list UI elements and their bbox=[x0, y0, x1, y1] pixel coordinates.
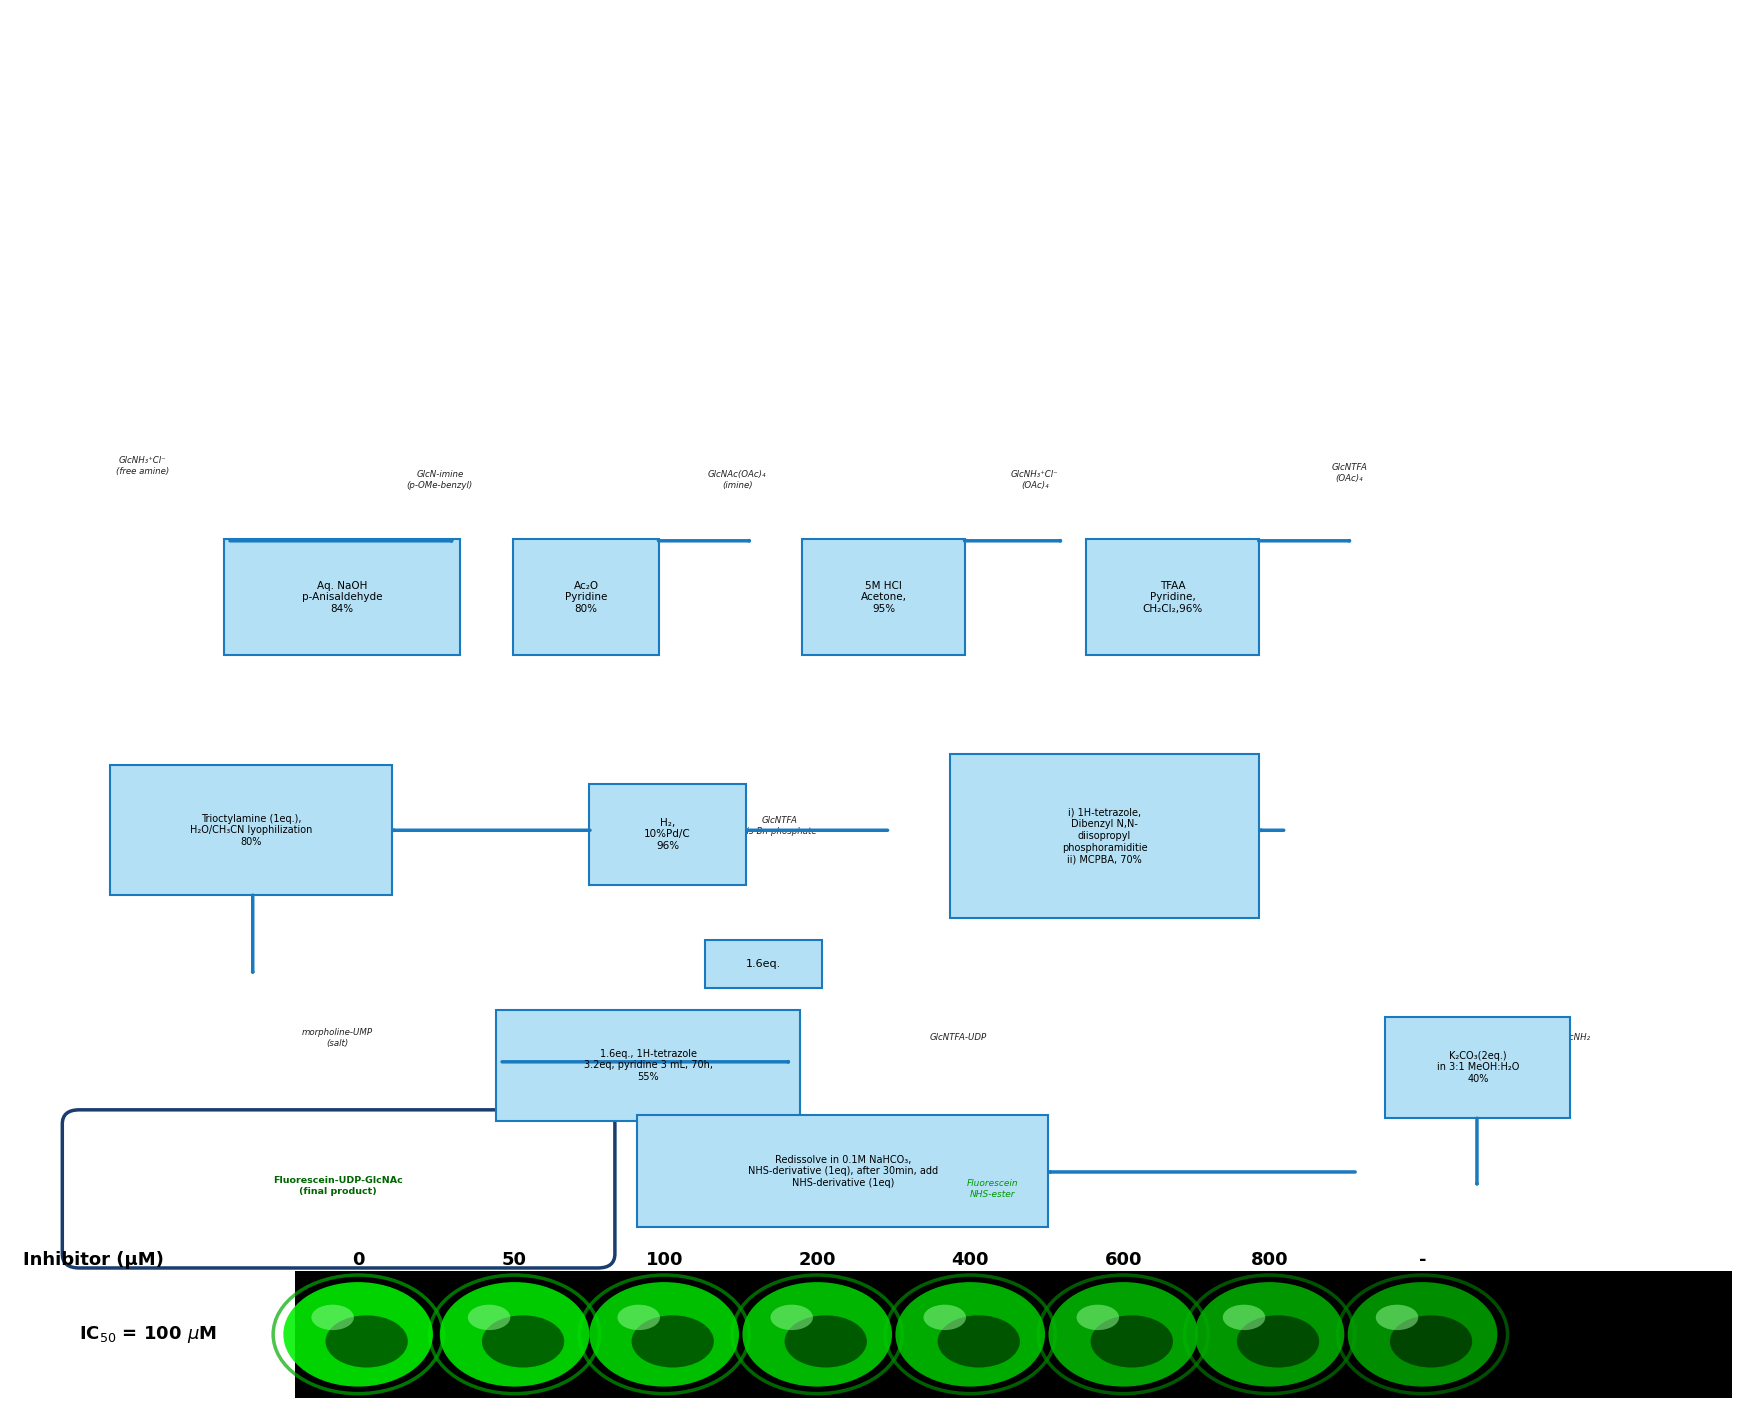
FancyBboxPatch shape bbox=[110, 765, 392, 895]
Ellipse shape bbox=[482, 1316, 565, 1367]
Text: 0: 0 bbox=[351, 1251, 364, 1268]
Ellipse shape bbox=[771, 1305, 813, 1330]
FancyBboxPatch shape bbox=[704, 940, 822, 988]
Ellipse shape bbox=[741, 1282, 891, 1387]
Ellipse shape bbox=[1091, 1316, 1173, 1367]
Ellipse shape bbox=[937, 1316, 1019, 1367]
Text: -: - bbox=[1418, 1251, 1425, 1268]
Text: TFAA
Pyridine,
CH₂Cl₂,96%: TFAA Pyridine, CH₂Cl₂,96% bbox=[1141, 580, 1203, 614]
Ellipse shape bbox=[311, 1305, 353, 1330]
Ellipse shape bbox=[1236, 1316, 1318, 1367]
FancyBboxPatch shape bbox=[589, 784, 745, 885]
Text: Aq. NaOH
p-Anisaldehyde
84%: Aq. NaOH p-Anisaldehyde 84% bbox=[302, 580, 383, 614]
Ellipse shape bbox=[1222, 1305, 1264, 1330]
Ellipse shape bbox=[283, 1282, 434, 1387]
Text: 600: 600 bbox=[1105, 1251, 1141, 1268]
Ellipse shape bbox=[1047, 1282, 1197, 1387]
Ellipse shape bbox=[1194, 1282, 1344, 1387]
FancyBboxPatch shape bbox=[224, 539, 460, 655]
Text: 100: 100 bbox=[645, 1251, 682, 1268]
Ellipse shape bbox=[467, 1305, 510, 1330]
FancyBboxPatch shape bbox=[636, 1115, 1047, 1227]
Ellipse shape bbox=[617, 1305, 659, 1330]
Text: Trioctylamine (1eq.),
H₂O/CH₃CN lyophilization
80%: Trioctylamine (1eq.), H₂O/CH₃CN lyophili… bbox=[191, 813, 313, 847]
Text: i) 1H-tetrazole,
Dibenzyl N,N-
diisopropyl
phosphoramiditie
ii) MCPBA, 70%: i) 1H-tetrazole, Dibenzyl N,N- diisoprop… bbox=[1061, 808, 1147, 864]
Ellipse shape bbox=[1348, 1282, 1496, 1387]
Text: GlcNH₃⁺Cl⁻
(OAc)₄: GlcNH₃⁺Cl⁻ (OAc)₄ bbox=[1010, 470, 1058, 490]
FancyBboxPatch shape bbox=[63, 1110, 615, 1268]
Text: 5M HCl
Acetone,
95%: 5M HCl Acetone, 95% bbox=[860, 580, 905, 614]
Ellipse shape bbox=[923, 1305, 965, 1330]
Text: Inhibitor (μM): Inhibitor (μM) bbox=[23, 1251, 164, 1268]
Text: GlcNH₃⁺Cl⁻
(free amine): GlcNH₃⁺Cl⁻ (free amine) bbox=[115, 456, 170, 476]
Text: GlcN-imine
(p-OMe-benzyl): GlcN-imine (p-OMe-benzyl) bbox=[407, 470, 472, 490]
Text: GlcNTFA-UDP: GlcNTFA-UDP bbox=[930, 1034, 986, 1042]
Text: GlcNTFA
phosphate·TEA: GlcNTFA phosphate·TEA bbox=[246, 816, 311, 836]
Ellipse shape bbox=[589, 1282, 739, 1387]
Text: IC$_{50}$ = 100 $\mu$M: IC$_{50}$ = 100 $\mu$M bbox=[79, 1324, 217, 1344]
Text: UDP-GlcNH₂: UDP-GlcNH₂ bbox=[1538, 1034, 1591, 1042]
Text: H₂,
10%Pd/C
96%: H₂, 10%Pd/C 96% bbox=[643, 818, 690, 851]
Text: 400: 400 bbox=[951, 1251, 988, 1268]
Text: Fluorescein
NHS-ester: Fluorescein NHS-ester bbox=[967, 1179, 1017, 1199]
Ellipse shape bbox=[631, 1316, 713, 1367]
Ellipse shape bbox=[1077, 1305, 1119, 1330]
Text: 1.6eq., 1H-tetrazole
3.2eq, pyridine 3 mL, 70h,
55%: 1.6eq., 1H-tetrazole 3.2eq, pyridine 3 m… bbox=[584, 1049, 711, 1082]
Text: morpholine-UMP
(salt): morpholine-UMP (salt) bbox=[302, 1028, 372, 1048]
Text: Ac₂O
Pyridine
80%: Ac₂O Pyridine 80% bbox=[565, 580, 607, 614]
Text: 1.6eq.: 1.6eq. bbox=[746, 959, 781, 970]
Ellipse shape bbox=[325, 1316, 407, 1367]
FancyBboxPatch shape bbox=[496, 1010, 801, 1121]
Ellipse shape bbox=[1376, 1305, 1418, 1330]
Text: GlcNAc(OAc)₄
(imine): GlcNAc(OAc)₄ (imine) bbox=[708, 470, 766, 490]
Ellipse shape bbox=[785, 1316, 867, 1367]
Text: GlcNTFA-OH
phosphate: GlcNTFA-OH phosphate bbox=[1178, 816, 1231, 836]
FancyBboxPatch shape bbox=[1086, 539, 1259, 655]
FancyBboxPatch shape bbox=[949, 754, 1259, 918]
Ellipse shape bbox=[895, 1282, 1045, 1387]
Text: Redissolve in 0.1M NaHCO₃,
NHS-derivative (1eq), after 30min, add
NHS-derivative: Redissolve in 0.1M NaHCO₃, NHS-derivativ… bbox=[746, 1155, 937, 1187]
FancyBboxPatch shape bbox=[1384, 1017, 1570, 1118]
Ellipse shape bbox=[1390, 1316, 1472, 1367]
Text: GlcNTFA
(OAc)₄: GlcNTFA (OAc)₄ bbox=[1330, 463, 1367, 483]
FancyBboxPatch shape bbox=[802, 539, 965, 655]
Text: 200: 200 bbox=[799, 1251, 836, 1268]
Text: K₂CO₃(2eq.)
in 3:1 MeOH:H₂O
40%: K₂CO₃(2eq.) in 3:1 MeOH:H₂O 40% bbox=[1435, 1051, 1517, 1084]
Ellipse shape bbox=[439, 1282, 589, 1387]
Text: Fluorescein-UDP-GlcNAc
(final product): Fluorescein-UDP-GlcNAc (final product) bbox=[273, 1176, 402, 1196]
Bar bbox=[295, 1271, 1731, 1398]
Text: 50: 50 bbox=[502, 1251, 526, 1268]
Text: GlcNTFA
bis-Bn-phosphate: GlcNTFA bis-Bn-phosphate bbox=[741, 816, 816, 836]
FancyBboxPatch shape bbox=[512, 539, 659, 655]
Text: 800: 800 bbox=[1250, 1251, 1288, 1268]
